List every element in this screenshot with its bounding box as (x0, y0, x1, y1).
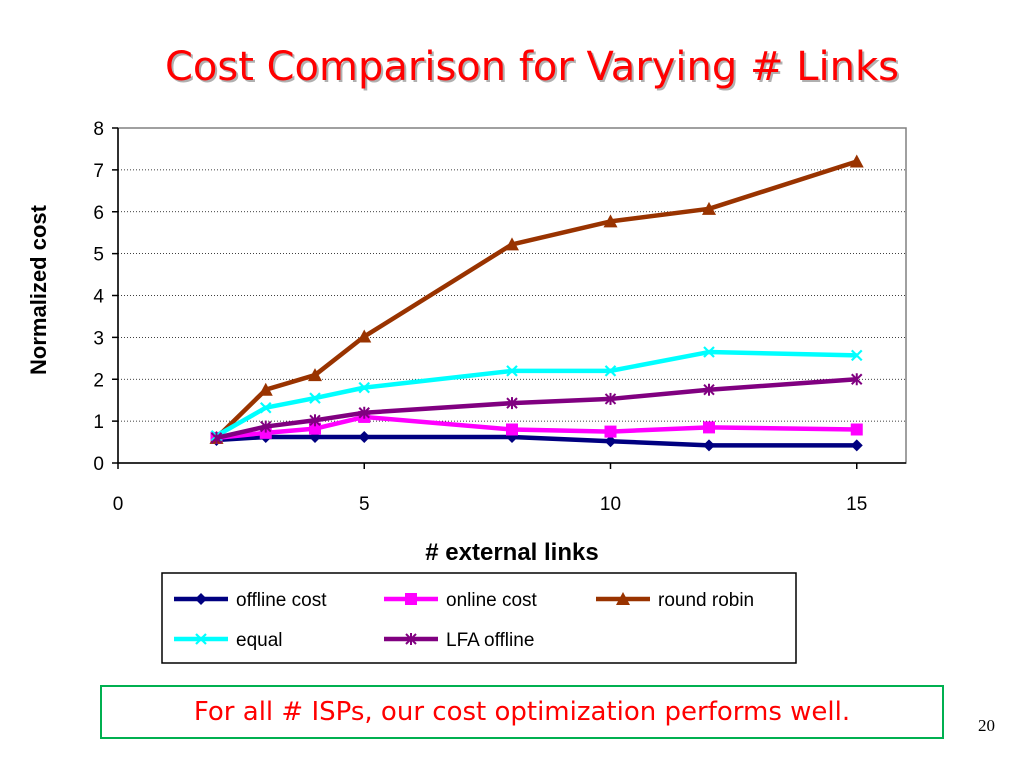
y-tick-label: 5 (93, 245, 104, 266)
data-point-round-robin (849, 154, 864, 168)
legend-swatch-marker (195, 593, 207, 605)
series-line-equal (215, 349, 857, 438)
legend-item-round-robin: round robin (596, 590, 754, 611)
y-tick-label: 1 (93, 412, 104, 433)
legend-label: round robin (658, 590, 754, 611)
data-point-equal (850, 349, 863, 362)
data-point-lfa-offline (260, 420, 272, 433)
data-point-round-robin (258, 382, 273, 396)
series-lfa-offline (210, 373, 863, 444)
legend-item-offline-cost: offline cost (174, 590, 327, 611)
data-point-lfa-offline (358, 406, 370, 419)
callout-box: For all # ISPs, our cost optimization pe… (100, 685, 944, 739)
legend-label: online cost (446, 590, 538, 611)
marker-stroke (604, 365, 617, 377)
data-point-equal (358, 381, 371, 394)
y-tick-label: 3 (93, 328, 104, 349)
y-tick-label: 4 (93, 287, 104, 308)
data-point-lfa-offline (210, 431, 223, 444)
legend-label: offline cost (236, 590, 327, 611)
series-round-robin (209, 154, 864, 444)
legend-item-online-cost: online cost (384, 590, 538, 611)
x-tick-label: 5 (359, 494, 370, 515)
data-point-lfa-offline (604, 392, 617, 405)
data-point-lfa-offline (309, 414, 321, 427)
marker-stroke (259, 401, 272, 414)
data-point-equal (703, 346, 715, 358)
data-point-online-cost (850, 423, 863, 436)
legend: offline cost online cost round robin equal L… (161, 572, 797, 664)
marker-stroke (309, 392, 321, 404)
marker-stroke (358, 381, 371, 394)
legend-label: equal (236, 630, 283, 651)
data-point-round-robin (308, 368, 322, 382)
data-point-equal (604, 365, 617, 377)
legend-swatch-marker (616, 592, 630, 605)
page-number: 20 (978, 716, 995, 735)
x-tick-label: 0 (113, 494, 124, 515)
legend-swatch-marker (195, 633, 207, 645)
y-tick-label: 2 (93, 370, 104, 391)
series-line-round-robin (214, 159, 858, 440)
legend-swatch-marker (405, 593, 417, 605)
legend-item-lfa-offline: LFA offline (384, 630, 534, 651)
data-point-equal (506, 365, 518, 377)
legend-label: LFA offline (446, 630, 534, 651)
x-tick-label: 10 (600, 494, 621, 515)
data-point-online-cost (309, 422, 321, 435)
x-tick-label: 15 (846, 494, 867, 515)
marker-stroke (195, 633, 207, 645)
data-point-lfa-offline (703, 383, 715, 396)
data-point-online-cost (604, 425, 617, 438)
data-point-lfa-offline (851, 373, 863, 386)
y-tick-label: 6 (93, 203, 104, 224)
legend-item-equal: equal (174, 630, 283, 651)
data-point-round-robin (505, 237, 519, 251)
series-line-lfa-offline (215, 377, 857, 441)
data-point-round-robin (357, 329, 372, 343)
y-tick-label: 8 (93, 119, 104, 140)
data-point-offline-cost (703, 439, 715, 452)
y-tick-label: 7 (93, 161, 104, 182)
series-line-offline-cost (216, 434, 857, 448)
y-tick-label: 0 (93, 454, 104, 475)
legend-swatch-marker (405, 633, 417, 645)
data-point-offline-cost (850, 439, 863, 452)
marker-stroke (506, 365, 518, 377)
data-point-round-robin (603, 214, 618, 228)
data-point-offline-cost (604, 435, 617, 448)
data-point-lfa-offline (506, 397, 518, 410)
y-axis-title: Normalized cost (26, 204, 51, 375)
data-point-online-cost (703, 421, 715, 434)
data-point-equal (309, 392, 321, 404)
data-point-online-cost (506, 423, 518, 436)
legend-box (161, 572, 797, 664)
marker-stroke (703, 346, 715, 358)
data-point-equal (259, 401, 272, 414)
series-line-online-cost (216, 414, 857, 441)
data-point-offline-cost (358, 431, 371, 444)
x-axis-title: # external links (425, 539, 598, 566)
slide-title: Cost Comparison for Varying # Links (164, 44, 899, 90)
data-point-round-robin (702, 201, 716, 215)
marker-stroke (850, 349, 863, 362)
